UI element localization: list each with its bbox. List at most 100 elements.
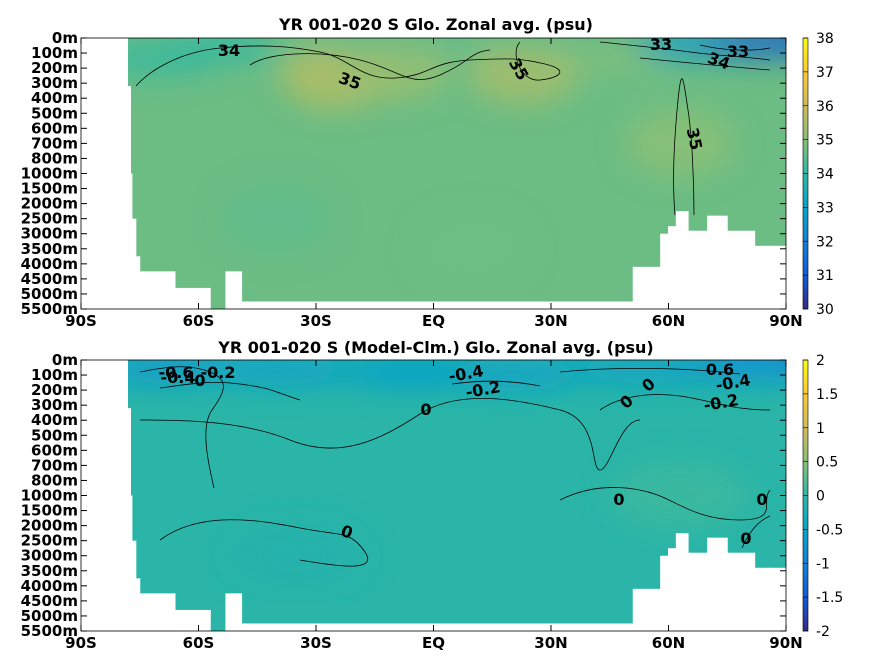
x-tick-label: 90S — [65, 634, 97, 652]
colorbar-tick-label: 34 — [816, 167, 834, 183]
land-mask — [726, 230, 756, 309]
x-tick-label: 90N — [769, 312, 802, 330]
x-tick-label: 60N — [652, 634, 685, 652]
y-tick-label: 800m — [31, 471, 78, 489]
contour-label: 33 — [727, 42, 749, 61]
contour-label: 0 — [756, 490, 767, 509]
y-tick-label: 3000m — [21, 547, 78, 565]
colorbar: -2 -1.5 -1 -0.5 0 0.5 1 1.5 2 — [802, 353, 843, 640]
contour-label: 0.6 — [706, 360, 734, 379]
colorbar-tick-label: 32 — [816, 234, 834, 250]
land-mask — [707, 537, 728, 631]
land-mask — [241, 623, 634, 631]
x-tick-label: 60S — [183, 634, 215, 652]
x-axis: 90S 60S 30S EQ 30N 60N 90N — [65, 38, 803, 330]
y-tick-label: 800m — [31, 149, 78, 167]
field-blob — [468, 38, 579, 106]
contour-label: 0 — [420, 400, 431, 419]
land-mask — [632, 588, 662, 631]
land-mask — [632, 266, 662, 309]
colorbar-tick-label: 35 — [816, 133, 834, 149]
x-tick-label: 30S — [300, 312, 332, 330]
colorbar-tick-label: -1.5 — [816, 590, 843, 606]
y-tick-label: 2500m — [21, 210, 78, 228]
y-tick-label: 1000m — [21, 165, 78, 183]
land-mask — [135, 578, 141, 631]
colorbar-tick-label: 2 — [816, 353, 825, 369]
land-mask — [675, 211, 689, 309]
salinity-panel: YR 001-020 S Glo. Zonal avg. (psu) 90S 60… — [21, 15, 834, 330]
contour-label: -0.4 — [161, 368, 196, 387]
contour-line — [559, 367, 741, 375]
y-tick-label: 2500m — [21, 532, 78, 550]
y-tick-label: 700m — [31, 456, 78, 474]
land-mask — [135, 256, 141, 309]
contour-label: 0 — [194, 371, 205, 390]
y-tick-label: 5500m — [21, 300, 78, 318]
contour-label: 0 — [613, 490, 624, 509]
contour-line — [135, 41, 561, 87]
y-tick-label: 4000m — [21, 577, 78, 595]
colorbar-tick-label: 36 — [816, 99, 834, 115]
y-tick-label: 100m — [31, 366, 78, 384]
colorbar-tick-label: 33 — [816, 200, 834, 216]
field-blob — [104, 44, 215, 77]
land-mask — [127, 86, 131, 309]
contour-line — [699, 44, 771, 51]
x-tick-label: 30S — [300, 634, 332, 652]
land-mask — [241, 301, 634, 309]
land-mask — [131, 218, 137, 309]
land-mask — [225, 271, 243, 309]
contour-line — [559, 487, 771, 521]
y-tick-label: 3000m — [21, 225, 78, 243]
y-tick-label: 4500m — [21, 592, 78, 610]
y-tick-label: 200m — [31, 381, 78, 399]
y-tick-label: 300m — [31, 396, 78, 414]
contour-line — [139, 366, 224, 489]
y-tick-label: 2000m — [21, 517, 78, 535]
y-axis: 0m100m200m300m400m500m600m700m800m1000m1… — [21, 351, 786, 640]
land-mask — [660, 233, 669, 309]
land-mask — [769, 245, 786, 309]
land-mask — [225, 593, 243, 631]
y-tick-label: 2000m — [21, 195, 78, 213]
field-blob — [417, 214, 528, 283]
surface-band — [81, 360, 786, 382]
y-tick-label: 400m — [31, 89, 78, 107]
salinity-anomaly-panel: YR 001-020 S (Model-Clm.) Glo. Zonal avg… — [21, 338, 844, 652]
field-blob — [221, 184, 332, 253]
contour-line — [599, 41, 771, 61]
x-tick-label: 90N — [769, 634, 802, 652]
field-blob — [610, 461, 751, 530]
colorbar-tick-label: 30 — [816, 302, 834, 318]
y-tick-label: 0m — [52, 351, 78, 369]
x-tick-label: 90S — [65, 312, 97, 330]
x-tick-label: EQ — [422, 312, 445, 330]
x-axis: 90S 60S 30S EQ 30N 60N 90N — [65, 360, 803, 652]
land-mask — [687, 552, 709, 631]
y-tick-label: 1500m — [21, 502, 78, 520]
land-mask — [675, 533, 689, 631]
y-tick-label: 5000m — [21, 285, 78, 303]
contour-label: -0.6 — [159, 363, 194, 382]
y-tick-label: 600m — [31, 441, 78, 459]
field-blob — [339, 38, 450, 103]
land-mask — [174, 287, 211, 309]
land-mask — [707, 215, 728, 309]
land-mask — [754, 567, 771, 631]
contour-lines — [135, 41, 771, 216]
y-tick-label: 3500m — [21, 562, 78, 580]
land-mask — [139, 271, 176, 309]
land-mask — [127, 408, 131, 631]
x-tick-label: 30N — [534, 634, 567, 652]
y-tick-label: 1500m — [21, 180, 78, 198]
contour-line — [159, 519, 368, 567]
land-mask — [660, 555, 669, 631]
colorbar-tick-label: 0 — [816, 489, 825, 505]
y-tick-label: 4000m — [21, 255, 78, 273]
colorbar-tick-label: 38 — [816, 31, 834, 47]
y-tick-label: 200m — [31, 59, 78, 77]
contour-line — [673, 78, 695, 216]
colorbar-tick-label: 1.5 — [816, 387, 838, 403]
y-tick-label: 500m — [31, 104, 78, 122]
